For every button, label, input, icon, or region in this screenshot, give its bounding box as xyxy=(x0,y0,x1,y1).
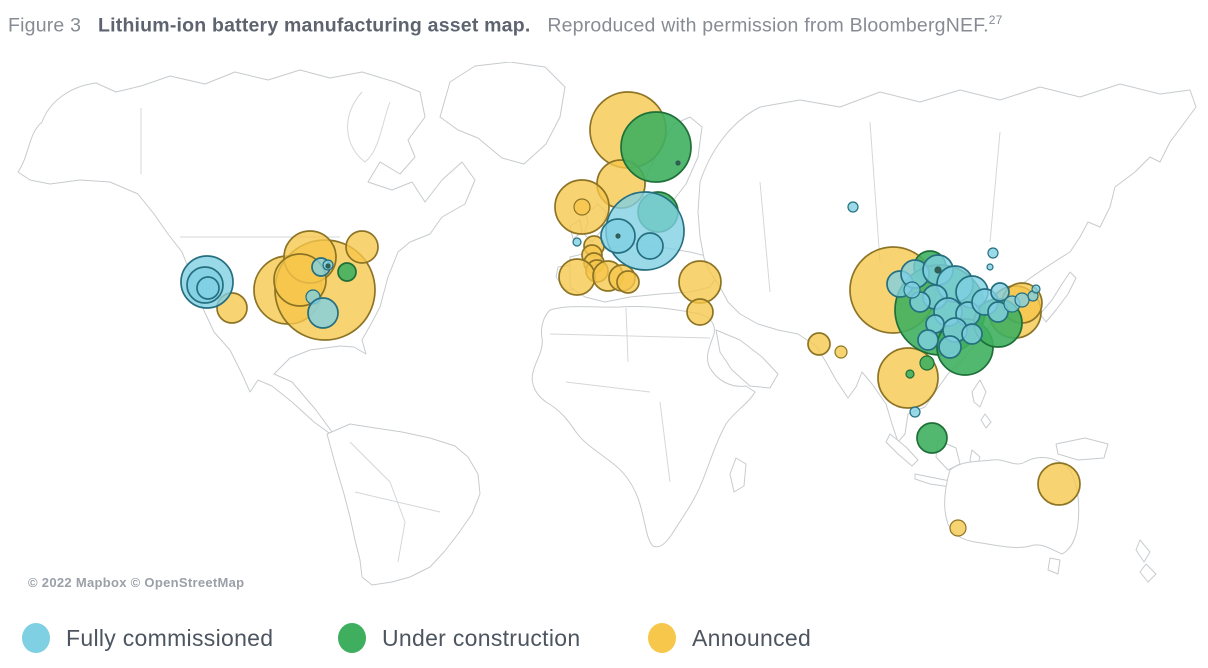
announced-dot-icon xyxy=(648,623,676,653)
map-bubble-fully_commissioned xyxy=(917,329,939,351)
map-bubble-announced xyxy=(345,230,379,264)
map-bubble-fully_commissioned xyxy=(1031,284,1041,294)
world-map xyxy=(17,62,1197,586)
fully-commissioned-dot-icon xyxy=(22,623,50,653)
legend-label: Under construction xyxy=(382,624,581,651)
map-bubble-under_construction xyxy=(337,262,357,282)
footnote-reference: 27 xyxy=(988,13,1003,27)
under-construction-dot-icon xyxy=(338,623,366,653)
map-bubble-announced xyxy=(573,198,591,216)
map-bubble-fully_commissioned xyxy=(847,201,859,213)
figure-subtitle: Reproduced with permission from Bloomber… xyxy=(547,14,989,37)
map-bubble-fully_commissioned xyxy=(1014,292,1030,308)
map-bubble-dot xyxy=(615,233,621,239)
map-bubble-announced xyxy=(616,270,640,294)
map-bubble-fully_commissioned xyxy=(986,263,994,271)
map-bubble-under_construction xyxy=(620,111,692,183)
legend-item-announced: Announced xyxy=(648,616,811,660)
map-bubble-under_construction xyxy=(919,355,935,371)
map-bubble-announced xyxy=(1037,462,1081,506)
figure-title: Lithium-ion battery manufacturing asset … xyxy=(98,14,531,37)
figure-label: Figure 3 xyxy=(8,14,82,37)
map-bubble-dot xyxy=(934,266,942,274)
map-bubble-fully_commissioned xyxy=(990,282,1010,302)
figure-caption: Figure 3 Lithium-ion battery manufacturi… xyxy=(8,8,1204,38)
map-bubble-announced xyxy=(807,332,831,356)
map-bubble-fully_commissioned xyxy=(987,247,999,259)
map-bubble-announced xyxy=(686,298,714,326)
bubble-layer xyxy=(180,91,1081,537)
map-bubble-under_construction xyxy=(916,422,948,454)
map-bubble-fully_commissioned xyxy=(903,281,921,299)
map-attribution: © 2022 Mapbox © OpenStreetMap xyxy=(28,575,245,590)
map-bubble-fully_commissioned xyxy=(636,232,664,260)
map-bubble-fully_commissioned xyxy=(987,301,1009,323)
map-bubble-announced xyxy=(834,345,848,359)
map-bubble-fully_commissioned xyxy=(938,335,962,359)
map-bubble-fully_commissioned xyxy=(196,276,220,300)
map-bubble-fully_commissioned xyxy=(961,323,983,345)
legend-label: Fully commissioned xyxy=(66,624,274,651)
map-bubble-dot xyxy=(325,263,331,269)
map-bubble-announced xyxy=(678,260,722,304)
map-bubble-dot xyxy=(675,160,681,166)
map-bubble-fully_commissioned xyxy=(909,406,921,418)
legend-label: Announced xyxy=(692,624,812,651)
map-bubble-announced xyxy=(949,519,967,537)
world-map-container: © 2022 Mapbox © OpenStreetMap xyxy=(10,62,1198,598)
legend: Fully commissioned Under construction An… xyxy=(0,616,1208,660)
legend-item-fully-commissioned: Fully commissioned xyxy=(22,616,273,660)
map-bubble-announced xyxy=(558,258,596,296)
legend-item-under-construction: Under construction xyxy=(338,616,580,660)
map-bubble-fully_commissioned xyxy=(572,237,582,247)
map-bubble-under_construction xyxy=(905,369,915,379)
map-bubble-fully_commissioned xyxy=(307,297,339,329)
